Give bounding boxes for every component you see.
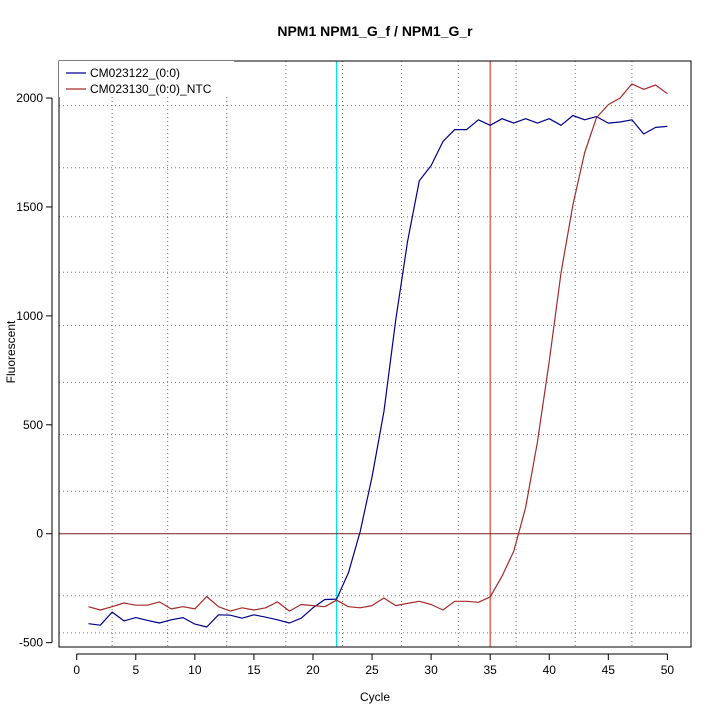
- legend-label-series-1: CM023122_(0:0): [90, 66, 180, 80]
- y-tick-label: 1500: [16, 200, 43, 214]
- x-tick-label: 25: [365, 663, 379, 677]
- y-axis-label: Fluorescent: [4, 320, 18, 383]
- chart-title: NPM1 NPM1_G_f / NPM1_G_r: [277, 23, 473, 39]
- x-tick-label: 10: [188, 663, 202, 677]
- x-tick-label: 15: [247, 663, 261, 677]
- x-tick-label: 20: [306, 663, 320, 677]
- x-tick-label: 35: [483, 663, 497, 677]
- y-tick-label: 0: [36, 527, 43, 541]
- y-axis: -500 0 500 1000 1500 2000: [16, 91, 53, 650]
- x-tick-label: 0: [73, 663, 80, 677]
- x-tick-label: 5: [132, 663, 139, 677]
- y-tick-label: 1000: [16, 309, 43, 323]
- plot-frame: [58, 60, 692, 648]
- series-line-2: [88, 83, 668, 612]
- series-lines: [88, 83, 668, 628]
- cycle-markers: [336, 61, 491, 647]
- legend: CM023122_(0:0) CM023130_(0:0)_NTC: [59, 61, 234, 97]
- grid: [59, 61, 691, 647]
- x-tick-label: 50: [661, 663, 675, 677]
- y-tick-label: 500: [23, 418, 43, 432]
- y-tick-label: 2000: [16, 91, 43, 105]
- x-tick-label: 40: [543, 663, 557, 677]
- x-tick-label: 45: [602, 663, 616, 677]
- x-tick-label: 30: [424, 663, 438, 677]
- legend-box: [59, 61, 234, 97]
- series-line-1: [88, 114, 668, 628]
- y-tick-label: -500: [19, 636, 43, 650]
- x-axis: 0 5 10 15 20 25 30 35 40 45 50: [73, 653, 675, 677]
- legend-label-series-2: CM023130_(0:0)_NTC: [90, 82, 212, 96]
- x-axis-label: Cycle: [360, 690, 390, 704]
